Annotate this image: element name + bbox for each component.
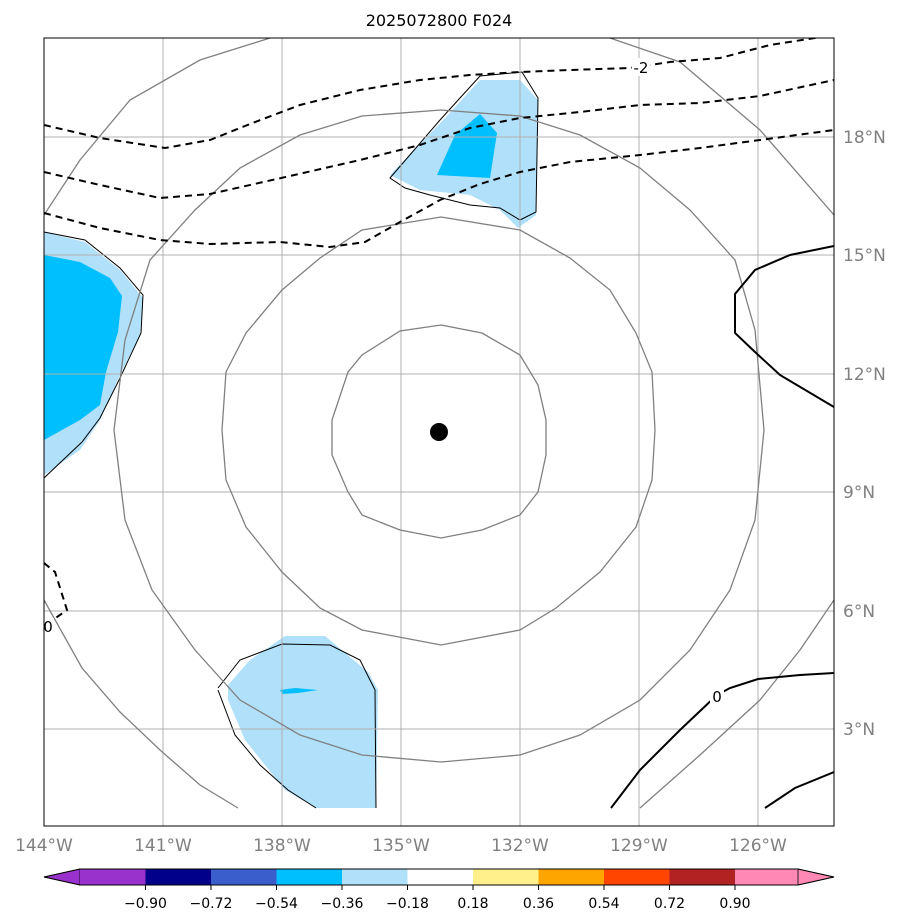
colorbar-tick-label: 0.90 — [719, 896, 750, 912]
lon-tick-label: 144°W — [15, 836, 73, 856]
lon-tick-label: 126°W — [729, 836, 787, 856]
colorbar-tick-label: −0.36 — [321, 896, 364, 912]
lon-tick-label: 141°W — [134, 836, 192, 856]
colorbar-extend-min — [43, 868, 81, 886]
range-ring-4b — [44, 38, 271, 219]
colorbar-tick-label: −0.90 — [124, 896, 167, 912]
lat-tick-label: 15°N — [843, 246, 886, 266]
contour-label: -2 — [634, 59, 649, 77]
colorbar-segment — [145, 869, 211, 885]
colorbar-tick-label: 0.18 — [457, 896, 488, 912]
shade-mid-south — [280, 688, 318, 694]
solid-contour-east — [734, 245, 834, 408]
storm-center-marker — [430, 423, 448, 441]
lon-tick-label: 135°W — [372, 836, 430, 856]
dashed-contour-4 — [44, 562, 69, 623]
colorbar-segment — [407, 869, 473, 885]
lat-tick-label: 6°N — [843, 602, 875, 622]
solid-contours — [610, 245, 834, 809]
colorbar-segment — [538, 869, 604, 885]
colorbar-segment — [735, 869, 798, 885]
colorbar-ticks — [145, 885, 736, 890]
shading-fill — [44, 80, 538, 808]
contour-label: 0 — [712, 688, 722, 706]
colorbar: −0.90 −0.72 −0.54 −0.36 −0.18 0.18 0.36 … — [43, 868, 835, 912]
colorbar-tick-label: 0.54 — [588, 896, 619, 912]
lat-axis-labels: 18°N 15°N 12°N 9°N 6°N 3°N — [843, 128, 886, 740]
colorbar-segment — [669, 869, 735, 885]
lon-tick-label: 132°W — [491, 836, 549, 856]
lon-tick-label: 138°W — [253, 836, 311, 856]
dashed-contour-2 — [44, 79, 834, 200]
lon-axis-labels: 144°W 141°W 138°W 135°W 132°W 129°W 126°… — [15, 836, 787, 856]
range-rings — [44, 38, 834, 809]
range-ring-2 — [221, 216, 656, 646]
lat-tick-label: 18°N — [843, 128, 886, 148]
colorbar-segment — [80, 869, 146, 885]
colorbar-segment — [604, 869, 670, 885]
colorbar-tick-label: 0.72 — [654, 896, 685, 912]
map-frame — [43, 37, 835, 827]
figure-title: 2025072800 F024 — [366, 11, 513, 30]
dashed-contours — [44, 38, 834, 623]
lat-tick-label: 9°N — [843, 483, 875, 503]
shading-outlines — [44, 71, 539, 809]
solid-contour-south-east2 — [764, 771, 834, 809]
graticule — [44, 38, 834, 826]
range-ring-3 — [113, 109, 765, 763]
range-ring-4 — [44, 595, 239, 809]
colorbar-tick-label: −0.72 — [190, 896, 233, 912]
lat-tick-label: 3°N — [843, 720, 875, 740]
shade-mid-west — [44, 255, 122, 440]
range-ring-1 — [331, 324, 547, 539]
dashed-contour-1 — [44, 38, 822, 150]
colorbar-extend-max — [797, 868, 835, 886]
colorbar-tick-label: −0.18 — [386, 896, 429, 912]
shade-mid-north — [437, 114, 497, 178]
plot-area: -2 0 0 — [43, 38, 834, 826]
lat-tick-label: 12°N — [843, 365, 886, 385]
dashed-contour-3 — [44, 129, 834, 249]
range-ring-4c — [609, 38, 834, 216]
range-ring-4d — [639, 599, 834, 809]
colorbar-segment — [276, 869, 342, 885]
colorbar-segment — [342, 869, 408, 885]
colorbar-segment — [211, 869, 277, 885]
shade-light-south — [228, 636, 378, 808]
colorbar-tick-label: −0.54 — [255, 896, 298, 912]
lon-tick-label: 129°W — [610, 836, 668, 856]
contour-label: 0 — [43, 618, 53, 636]
colorbar-tick-label: 0.36 — [523, 896, 554, 912]
colorbar-segment — [473, 869, 539, 885]
contour-label-group: -2 0 0 — [43, 58, 724, 706]
